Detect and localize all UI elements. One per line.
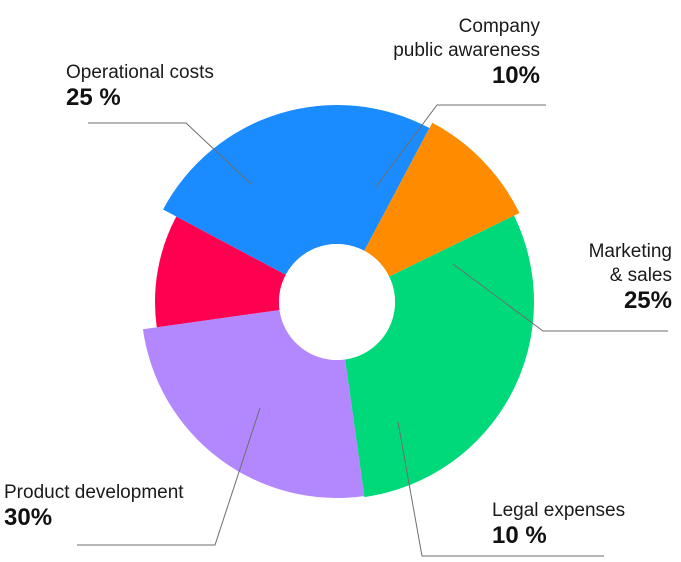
leader-line-0 bbox=[374, 104, 546, 189]
slice-2 bbox=[364, 122, 520, 277]
donut-hole bbox=[279, 244, 395, 360]
leader-line-3 bbox=[77, 407, 261, 546]
leader-line-2 bbox=[397, 421, 604, 557]
slice-label-3-line-0: Product development bbox=[4, 482, 184, 503]
slice-3 bbox=[345, 215, 534, 498]
slice-0 bbox=[155, 216, 286, 328]
slice-value-label-3: 30% bbox=[4, 504, 52, 531]
slice-value-label-4: 25 % bbox=[66, 84, 121, 111]
slice-label-2-line-0: Legal expenses bbox=[492, 500, 625, 521]
slice-4 bbox=[142, 310, 365, 498]
slice-label-0-line-0: Company bbox=[459, 16, 541, 37]
leader-line-4 bbox=[88, 122, 253, 186]
slice-1 bbox=[163, 104, 430, 275]
slice-label-0-line-1: public awareness bbox=[393, 40, 540, 61]
slice-value-label-1: 25% bbox=[624, 287, 672, 314]
leader-line-1 bbox=[452, 263, 668, 332]
slice-value-label-2: 10 % bbox=[492, 522, 547, 549]
slice-value-label-0: 10% bbox=[492, 62, 540, 89]
slice-label-1-line-1: & sales bbox=[610, 265, 672, 286]
slice-label-4-line-0: Operational costs bbox=[66, 62, 214, 83]
slice-label-1-line-0: Marketing bbox=[589, 241, 672, 262]
